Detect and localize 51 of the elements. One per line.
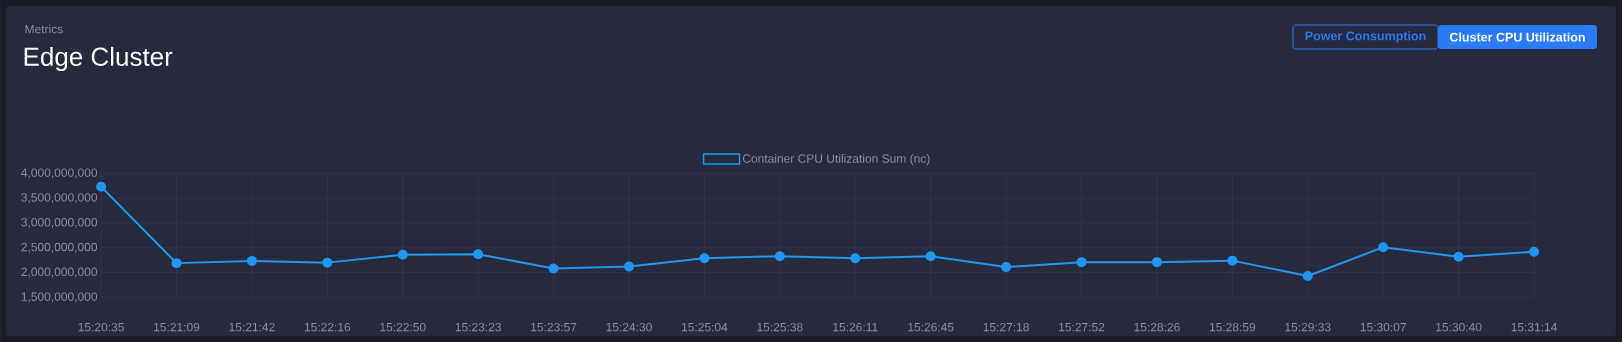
text: Cluster CPU Utilization <box>1449 32 1585 42</box>
x-tick-label: 15:23:57 <box>531 322 577 332</box>
point <box>171 258 182 269</box>
point <box>1227 255 1238 266</box>
y-tick-label: 3,000,000,000 <box>21 218 98 228</box>
x-tick-label: 15:27:52 <box>1059 322 1105 332</box>
x-tick-label: 15:24:30 <box>606 322 652 332</box>
y-tick-label: 1,500,000,000 <box>21 292 98 303</box>
point <box>246 255 257 266</box>
x-tick-label: 15:26:45 <box>908 322 954 332</box>
point <box>1151 257 1162 268</box>
point <box>397 249 408 260</box>
text: Power Consumption <box>1305 31 1426 43</box>
x-tick-label: 15:20:35 <box>78 322 124 332</box>
y-tick-label: 2,500,000,000 <box>21 242 98 253</box>
point <box>699 253 710 264</box>
legend-label: Container CPU Utilization Sum (nc) <box>742 154 930 166</box>
point <box>850 253 861 264</box>
chart-subtitle: Metrics <box>25 24 63 34</box>
point <box>1001 262 1012 273</box>
y-tick-label: 2,000,000,000 <box>21 267 98 278</box>
point <box>548 263 559 274</box>
point <box>774 251 785 262</box>
x-tick-label: 15:21:42 <box>229 322 275 332</box>
x-tick-label: 15:27:18 <box>983 322 1029 332</box>
y-tick-label: 3,500,000,000 <box>21 193 98 204</box>
point <box>1076 257 1087 268</box>
x-tick-label: 15:25:04 <box>681 322 728 332</box>
x-tick-label: 15:28:26 <box>1134 322 1180 332</box>
point <box>322 257 333 268</box>
x-tick-label: 15:23:23 <box>455 322 501 332</box>
point <box>1529 246 1540 257</box>
point <box>1453 251 1464 262</box>
point <box>473 249 484 260</box>
x-tick-label: 15:21:09 <box>154 322 200 332</box>
x-tick-label: 15:25:38 <box>757 322 803 332</box>
point <box>624 261 635 272</box>
x-tick-label: 15:30:40 <box>1436 322 1482 332</box>
point <box>96 181 107 192</box>
point <box>1302 271 1313 282</box>
x-tick-label: 15:22:50 <box>380 322 426 332</box>
chart-title: Edge Cluster <box>24 46 173 72</box>
x-tick-label: 15:28:59 <box>1209 322 1256 332</box>
x-tick-label: 15:29:33 <box>1285 322 1331 332</box>
point <box>925 251 936 262</box>
point <box>1378 242 1389 253</box>
x-tick-label: 15:31:14 <box>1511 322 1558 332</box>
x-tick-label: 15:22:16 <box>304 322 351 332</box>
x-tick-label: 15:26:11 <box>833 322 878 332</box>
x-tick-label: 15:30:07 <box>1360 322 1406 332</box>
y-tick-label: 4,000,000,000 <box>21 168 98 179</box>
